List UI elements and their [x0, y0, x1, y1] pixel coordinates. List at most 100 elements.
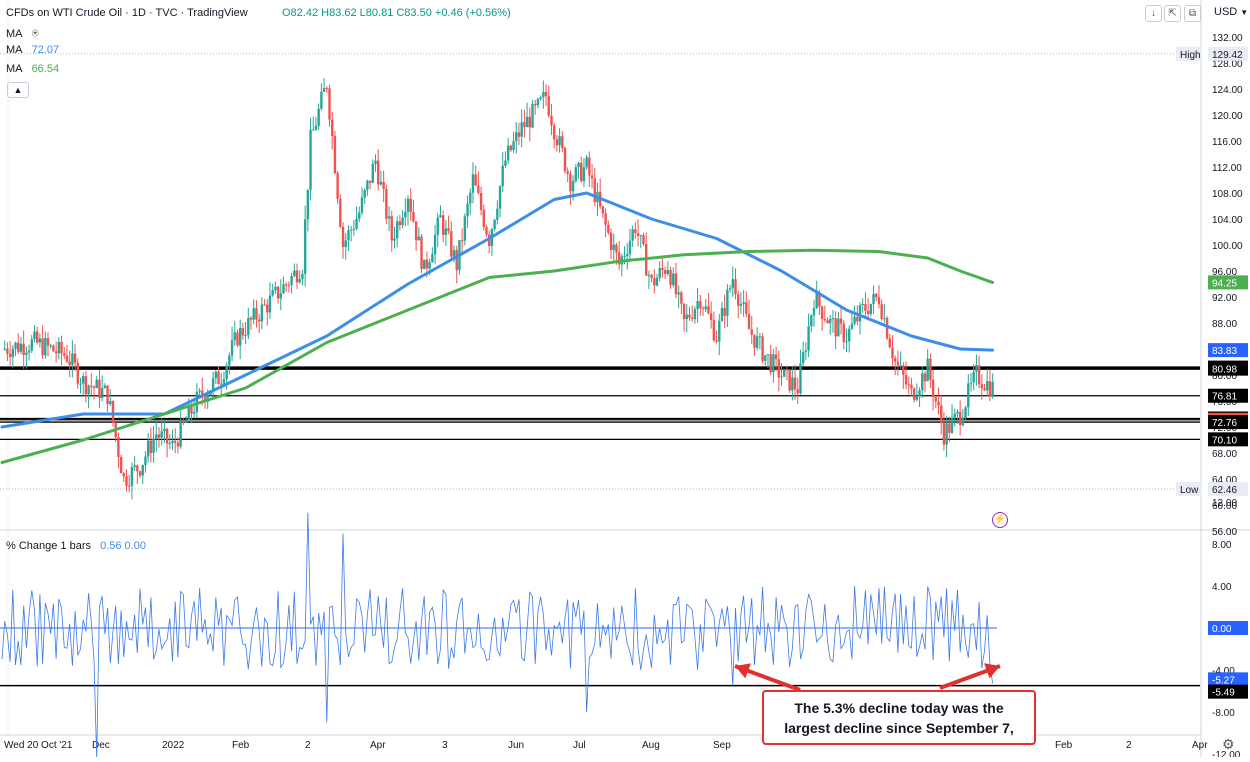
hidden-eye-icon[interactable]: ⍟ — [31, 26, 39, 40]
candle-body — [593, 178, 596, 203]
collapse-legend-button[interactable]: ▲ — [7, 82, 29, 98]
time-tick-label: Feb — [232, 740, 250, 751]
candle-body — [580, 162, 583, 182]
candle-body — [30, 339, 33, 351]
candle-body — [542, 91, 545, 98]
candle-body — [187, 405, 190, 421]
legend-ma3-value: 66.54 — [31, 63, 60, 75]
candle-body — [523, 122, 526, 128]
indicator-legend[interactable]: % Change 1 bars 0.56 0.00 — [6, 540, 146, 552]
candle-body — [550, 115, 553, 126]
candle-body — [409, 198, 412, 212]
indicator-tick-label: -8.00 — [1212, 708, 1235, 719]
legend-ma2[interactable]: MA 72.07 — [6, 44, 59, 56]
candle-body — [650, 274, 653, 279]
candle-body — [967, 383, 970, 408]
candle-body — [71, 353, 74, 366]
candle-body — [555, 139, 559, 146]
candle-body — [812, 308, 816, 316]
candle-body — [558, 136, 561, 146]
candle-body — [647, 274, 651, 276]
candle-body — [393, 238, 396, 241]
candle-body — [341, 226, 345, 247]
candle-body — [539, 97, 542, 99]
candle-body — [125, 476, 128, 486]
candle-body — [964, 407, 967, 419]
candle-body — [726, 289, 729, 316]
candle-body — [766, 354, 770, 356]
price-tick-label: 80.00 — [1212, 371, 1237, 382]
move-down-icon[interactable]: ↓ — [1145, 5, 1162, 22]
candle-body — [850, 323, 854, 329]
candle-body — [834, 318, 837, 337]
candle-body — [780, 376, 783, 378]
candle-body — [680, 292, 683, 304]
candle-body — [136, 465, 139, 472]
time-tick-label: Jun — [508, 740, 524, 751]
candle-body — [344, 240, 347, 247]
arrow-right-head — [984, 663, 1000, 679]
candle-body — [590, 175, 594, 179]
candle-body — [439, 215, 442, 218]
candle-body — [544, 91, 548, 97]
candle-body — [755, 336, 759, 348]
price-axis-label: 94.25 — [1212, 278, 1237, 289]
candle-body — [447, 228, 450, 232]
candle-body — [969, 382, 973, 384]
candle-body — [750, 329, 753, 335]
candle-body — [95, 379, 98, 388]
candle-body — [910, 384, 913, 389]
currency-selector[interactable]: USD ▼ — [1214, 6, 1249, 18]
candle-body — [634, 229, 637, 233]
indicator-tick-label: -12.00 — [1212, 750, 1241, 757]
candle-body — [14, 342, 17, 349]
candle-body — [82, 376, 85, 384]
candle-body — [152, 438, 155, 453]
maximize-icon[interactable]: ⇱ — [1164, 5, 1181, 22]
candle-body — [563, 148, 567, 172]
candle-body — [626, 254, 629, 257]
indicator-axis-label: 0.00 — [1212, 624, 1232, 635]
candle-body — [398, 221, 402, 226]
candle-body — [260, 304, 264, 322]
candle-body — [723, 307, 726, 316]
price-tick-label: 64.00 — [1212, 475, 1237, 486]
restore-icon[interactable]: ⧉ — [1184, 5, 1201, 22]
legend-ma3[interactable]: MA 66.54 — [6, 63, 59, 75]
time-tick-label: Apr — [1192, 740, 1208, 751]
lightning-event-icon[interactable]: ⚡ — [992, 512, 1008, 528]
candle-body — [793, 377, 797, 390]
candle-body — [953, 413, 956, 418]
candle-body — [831, 318, 835, 320]
candle-body — [252, 308, 255, 320]
price-axis-label: 80.98 — [1212, 365, 1237, 376]
candle-body — [385, 188, 388, 219]
candle-body — [677, 292, 680, 295]
candle-body — [612, 244, 615, 250]
candle-body — [923, 373, 927, 382]
candle-body — [534, 103, 537, 106]
candle-body — [504, 160, 507, 166]
candle-body — [22, 343, 25, 355]
price-tick-label: 56.00 — [1212, 527, 1237, 538]
candle-body — [425, 259, 429, 269]
candle-body — [574, 167, 578, 182]
candle-body — [287, 284, 291, 286]
time-tick-label: Sep — [713, 740, 731, 751]
candle-body — [872, 293, 875, 304]
arrow-left-head — [735, 663, 751, 679]
candle-body — [701, 308, 705, 310]
candle-body — [485, 226, 488, 235]
candle-body — [718, 320, 721, 342]
indicator-axis-label: -5.49 — [1212, 688, 1235, 699]
candle-body — [331, 119, 334, 136]
price-tag-box — [1176, 46, 1202, 61]
currency-label: USD — [1214, 6, 1238, 18]
settings-gear-icon[interactable]: ⚙ — [1222, 736, 1235, 752]
candle-body — [222, 379, 226, 384]
legend-ma1[interactable]: MA ⍟ — [6, 26, 39, 41]
candle-body — [758, 336, 762, 338]
price-tick-label: 120.00 — [1212, 111, 1243, 122]
candle-body — [948, 423, 951, 433]
candle-body — [888, 338, 891, 348]
